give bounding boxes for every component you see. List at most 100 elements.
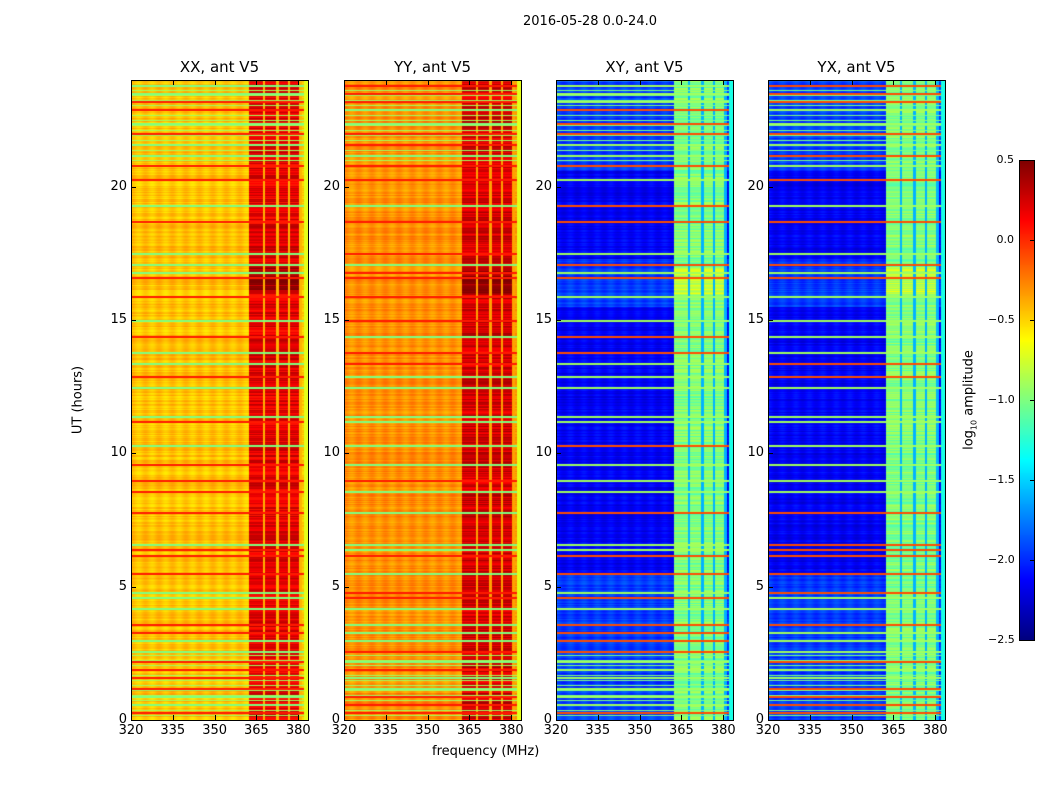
y-tick-label: 10 bbox=[323, 445, 340, 461]
x-tick-mark bbox=[298, 715, 300, 720]
x-tick-label: 350 bbox=[839, 723, 865, 738]
x-tick-mark-top bbox=[469, 80, 471, 85]
x-tick-mark-top bbox=[511, 80, 513, 85]
y-tick-label: 5 bbox=[331, 578, 340, 594]
x-tick-mark-top bbox=[298, 80, 300, 85]
x-tick-mark-top bbox=[214, 80, 216, 85]
x-tick-mark bbox=[681, 715, 683, 720]
colorbar bbox=[1019, 160, 1034, 640]
y-tick-label: 15 bbox=[323, 312, 340, 327]
colorbar-tick-label: 0.0 bbox=[996, 233, 1015, 246]
x-tick-label: 365 bbox=[669, 723, 694, 738]
x-tick-mark-top bbox=[809, 80, 811, 85]
colorbar-tick-mark bbox=[1030, 560, 1035, 561]
y-tick-mark bbox=[768, 720, 773, 721]
x-tick-label: 380 bbox=[285, 723, 311, 738]
y-tick-label: 15 bbox=[110, 312, 127, 327]
x-tick-mark-top bbox=[131, 80, 132, 85]
x-tick-mark bbox=[851, 715, 853, 720]
x-tick-mark-top bbox=[344, 80, 345, 85]
x-tick-mark bbox=[511, 715, 513, 720]
colorbar-tick-label: −1.0 bbox=[988, 393, 1015, 406]
x-tick-label: 380 bbox=[498, 723, 524, 738]
x-tick-mark bbox=[344, 715, 345, 720]
y-tick-mark bbox=[556, 453, 561, 455]
y-tick-mark bbox=[556, 720, 561, 721]
y-tick-label: 0 bbox=[331, 712, 340, 727]
x-tick-mark bbox=[556, 715, 557, 720]
x-tick-mark bbox=[809, 715, 811, 720]
y-tick-label: 5 bbox=[543, 578, 552, 594]
x-tick-mark bbox=[256, 715, 258, 720]
colorbar-label: log10 amplitude bbox=[962, 350, 979, 450]
y-tick-label: 20 bbox=[323, 178, 340, 194]
x-tick-mark bbox=[597, 715, 599, 720]
colorbar-tick-mark bbox=[1030, 480, 1035, 481]
y-tick-label: 10 bbox=[535, 445, 552, 461]
x-tick-mark-top bbox=[768, 80, 769, 85]
panel-frame-2 bbox=[556, 80, 734, 721]
x-tick-label: 365 bbox=[457, 723, 482, 738]
y-tick-mark bbox=[131, 720, 136, 721]
colorbar-tick-mark bbox=[1030, 640, 1035, 641]
heatmap-panel-1 bbox=[344, 80, 521, 720]
x-tick-mark-top bbox=[385, 80, 387, 85]
heatmap-panel-3 bbox=[768, 80, 945, 720]
y-tick-mark bbox=[131, 453, 136, 455]
x-tick-label: 320 bbox=[755, 723, 781, 738]
y-tick-label: 10 bbox=[110, 445, 127, 461]
colorbar-tick-label: −1.5 bbox=[988, 473, 1015, 486]
panel-title: XY, ant V5 bbox=[605, 58, 684, 76]
x-axis-label: frequency (MHz) bbox=[432, 744, 540, 759]
y-tick-mark bbox=[768, 453, 773, 455]
x-tick-mark bbox=[723, 715, 725, 720]
x-tick-label: 320 bbox=[543, 723, 569, 738]
figure-title: 2016-05-28 0.0-24.0 bbox=[523, 14, 657, 29]
y-tick-label: 0 bbox=[543, 712, 552, 727]
y-tick-mark bbox=[556, 586, 561, 588]
x-tick-mark-top bbox=[893, 80, 895, 85]
x-tick-mark-top bbox=[851, 80, 853, 85]
heatmap-panel-2 bbox=[556, 80, 733, 720]
y-axis-label: UT (hours) bbox=[70, 365, 86, 435]
panel-frame-0 bbox=[131, 80, 309, 721]
x-tick-mark-top bbox=[427, 80, 429, 85]
x-tick-mark bbox=[214, 715, 216, 720]
y-tick-mark bbox=[768, 586, 773, 588]
x-tick-mark-top bbox=[681, 80, 683, 85]
x-tick-mark bbox=[469, 715, 471, 720]
y-tick-mark bbox=[131, 586, 136, 588]
x-tick-mark bbox=[427, 715, 429, 720]
x-tick-mark-top bbox=[639, 80, 641, 85]
colorbar-tick-label: 0.5 bbox=[996, 153, 1015, 166]
x-tick-mark-top bbox=[556, 80, 557, 85]
y-tick-label: 10 bbox=[747, 445, 764, 461]
colorbar-label-main: log bbox=[961, 430, 977, 450]
x-tick-label: 350 bbox=[415, 723, 441, 738]
y-tick-label: 20 bbox=[110, 178, 127, 194]
y-tick-label: 15 bbox=[747, 312, 764, 327]
x-tick-mark-top bbox=[172, 80, 174, 85]
colorbar-tick-mark bbox=[1030, 400, 1035, 401]
x-tick-mark-top bbox=[597, 80, 599, 85]
x-tick-label: 335 bbox=[797, 723, 823, 738]
y-tick-mark bbox=[131, 186, 136, 188]
x-tick-mark bbox=[768, 715, 769, 720]
x-tick-label: 365 bbox=[881, 723, 906, 738]
y-tick-mark bbox=[344, 720, 349, 721]
y-tick-label: 20 bbox=[747, 178, 764, 194]
y-tick-label: 20 bbox=[535, 178, 552, 194]
y-tick-mark bbox=[344, 186, 349, 188]
x-tick-label: 335 bbox=[160, 723, 186, 738]
panel-title: XX, ant V5 bbox=[179, 58, 260, 76]
x-tick-mark bbox=[639, 715, 641, 720]
y-tick-mark bbox=[556, 186, 561, 188]
colorbar-tick-mark bbox=[1030, 160, 1035, 161]
x-tick-label: 365 bbox=[244, 723, 269, 738]
x-tick-mark bbox=[893, 715, 895, 720]
x-tick-mark-top bbox=[256, 80, 258, 85]
colorbar-tick-label: −2.0 bbox=[988, 553, 1015, 566]
colorbar-tick-mark bbox=[1030, 240, 1035, 241]
x-tick-label: 320 bbox=[118, 723, 144, 738]
